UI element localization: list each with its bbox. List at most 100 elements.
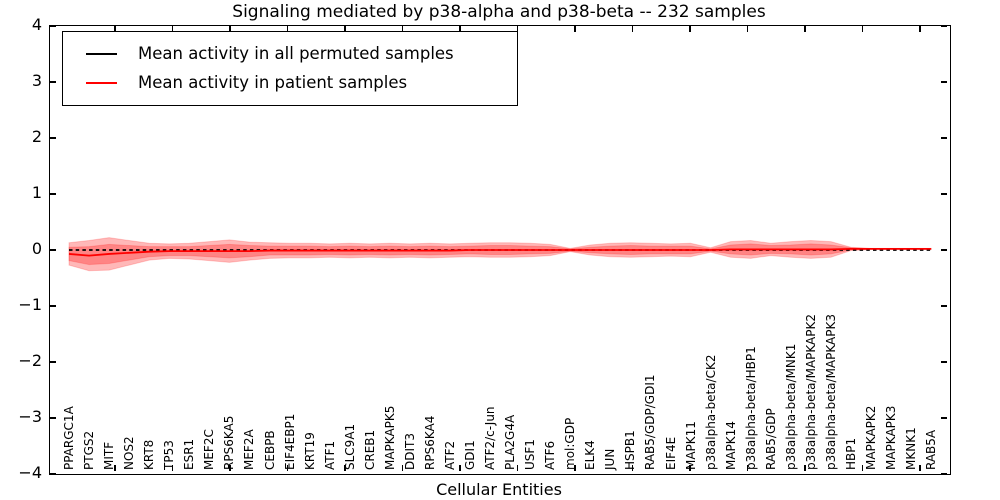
x-tick-label: KRT8 [142,439,157,470]
tick-mark [941,25,947,27]
tick-mark [941,305,947,307]
tick-mark [50,81,56,83]
tick-mark [804,465,806,471]
x-tick-label: MAPKAPK5 [382,405,397,470]
tick-mark [344,26,346,32]
x-tick-label: p38alpha-beta/HBP1 [743,346,758,470]
tick-mark [171,465,174,471]
x-tick-label: p38alpha-beta/MNK1 [783,343,798,470]
tick-mark [941,193,947,195]
x-tick-label: ESR1 [182,438,197,470]
x-tick-label: MITF [102,441,117,470]
tick-mark [50,473,56,475]
tick-mark [286,465,289,471]
tick-mark [746,465,749,471]
x-tick-label: PTGS2 [82,430,97,470]
legend-line-sample [86,52,117,55]
x-tick-label: TP53 [162,440,177,470]
plot-area: PPARGC1A PTGS2 MITF NOS2 KRT8 TP53 ESR1 MEF2C RP… [49,25,951,475]
activity-spread-inner [68,243,932,266]
legend-item: Mean activity in patient samples [73,68,507,97]
y-tick-label: −4 [18,463,42,482]
x-tick-label: MAPKAPK3 [884,405,899,470]
x-tick-label: ATF2/c-Jun [483,406,498,470]
x-tick-label: JUN [603,448,618,470]
x-tick-label: PLA2G4A [503,414,518,470]
tick-mark [114,26,116,32]
y-tick-label: 2 [31,127,42,146]
tick-mark [50,25,56,27]
x-tick-label: MAPK11 [683,421,698,470]
tick-mark [804,26,806,32]
x-tick-label: RPS6KA5 [222,415,237,470]
x-tick-label: EIF4E [663,436,678,470]
y-tick-label: −3 [18,407,42,426]
tick-mark [114,465,116,471]
tick-mark [401,26,404,32]
tick-mark [941,417,947,419]
tick-mark [50,249,56,251]
tick-mark [919,465,921,471]
x-tick-label: RPS6KA4 [422,415,437,470]
tick-mark [941,249,947,251]
x-tick-label: RAB5/GDP [763,408,778,470]
legend-label: Mean activity in patient samples [138,72,408,92]
patient-mean-line [68,247,932,257]
tick-mark [861,26,864,32]
tick-mark [941,81,947,83]
tick-mark [631,26,634,32]
tick-mark [941,137,947,139]
tick-mark [516,26,519,32]
tick-mark [631,465,634,471]
x-tick-label: KRT19 [302,432,317,470]
x-tick-label: MKNK1 [904,427,919,470]
x-tick-label: SLC9A1 [342,423,357,470]
tick-mark [689,465,691,471]
tick-mark [941,473,947,475]
tick-mark [516,465,519,471]
tick-mark [50,305,56,307]
tick-mark [286,26,289,32]
legend-item: Mean activity in all permuted samples [73,39,507,68]
legend-line-sample [86,81,117,84]
x-tick-label: p38alpha-beta/CK2 [703,354,718,470]
x-tick-label: p38alpha-beta/MAPKAPK3 [823,314,838,470]
y-tick-label: 1 [31,183,42,202]
x-tick-label: DDIT3 [402,433,417,470]
tick-mark [50,137,56,139]
x-tick-label: CEBPB [262,430,277,470]
x-tick-label: RAB5A [924,429,939,470]
tick-mark [50,193,56,195]
x-tick-label: ATF2 [442,440,457,470]
y-tick-label: −2 [18,351,42,370]
y-tick-label: −1 [18,295,42,314]
x-axis-label: Cellular Entities [436,480,562,499]
tick-mark [459,26,461,32]
tick-mark [229,26,231,32]
x-tick-label: CREB1 [362,429,377,470]
x-tick-label: MAPKAPK2 [864,405,878,470]
tick-mark [401,465,404,471]
tick-mark [574,26,576,32]
x-tick-label: mol:GDP [563,417,578,470]
y-tick-label: 3 [31,71,42,90]
tick-mark [171,26,174,32]
x-tick-label: MEF2C [202,429,217,470]
y-tick-label: 4 [31,15,42,34]
tick-mark [229,465,231,471]
x-tick-label: EIF4EBP1 [282,413,297,470]
x-tick-label: GDI1 [463,440,477,470]
y-tick-label: 0 [31,239,42,258]
tick-mark [689,26,691,32]
legend: Mean activity in all permuted samples Me… [62,31,518,106]
x-tick-label: p38alpha-beta/MAPKAPK2 [803,314,818,470]
x-tick-label: NOS2 [122,436,137,470]
x-tick-label: MAPK14 [723,421,738,470]
x-tick-label: MEF2A [242,429,257,470]
legend-label: Mean activity in all permuted samples [138,43,454,63]
chart-title: Signaling mediated by p38-alpha and p38-… [232,2,766,22]
x-tick-label: HSPB1 [623,430,638,470]
x-tick-label: USF1 [523,439,538,470]
tick-mark [50,417,56,419]
